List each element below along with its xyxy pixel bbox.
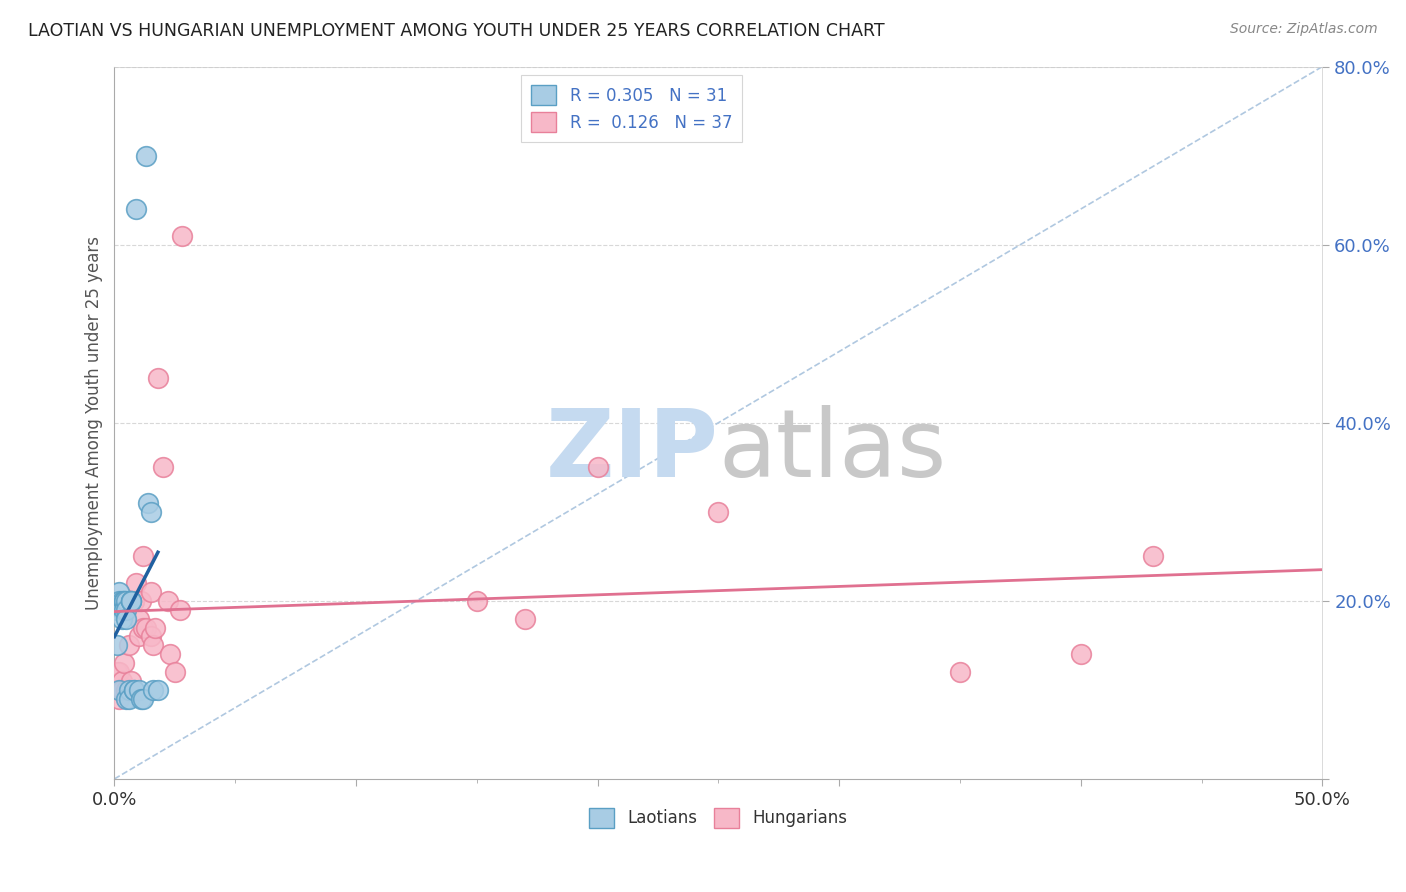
- Point: [169, 603, 191, 617]
- Point: [120, 594, 142, 608]
- Point: [132, 621, 155, 635]
- Point: [707, 505, 730, 519]
- Point: [129, 594, 152, 608]
- Point: [122, 594, 145, 608]
- Point: [122, 682, 145, 697]
- Point: [142, 638, 165, 652]
- Point: [152, 460, 174, 475]
- Text: ZIP: ZIP: [546, 405, 718, 497]
- Point: [112, 656, 135, 670]
- Point: [135, 148, 157, 162]
- Point: [146, 682, 169, 697]
- Point: [125, 202, 148, 216]
- Text: atlas: atlas: [718, 405, 946, 497]
- Y-axis label: Unemployment Among Youth under 25 years: Unemployment Among Youth under 25 years: [86, 235, 103, 610]
- Point: [128, 612, 150, 626]
- Text: LAOTIAN VS HUNGARIAN UNEMPLOYMENT AMONG YOUTH UNDER 25 YEARS CORRELATION CHART: LAOTIAN VS HUNGARIAN UNEMPLOYMENT AMONG …: [28, 22, 884, 40]
- Point: [118, 638, 141, 652]
- Point: [115, 612, 138, 626]
- Point: [139, 505, 162, 519]
- Point: [105, 682, 128, 697]
- Point: [122, 682, 145, 697]
- Point: [111, 673, 134, 688]
- Point: [118, 691, 141, 706]
- Point: [112, 594, 135, 608]
- Point: [586, 460, 609, 475]
- Point: [108, 691, 131, 706]
- Point: [163, 665, 186, 679]
- Point: [170, 228, 193, 243]
- Point: [112, 594, 135, 608]
- Point: [105, 603, 128, 617]
- Point: [132, 549, 155, 564]
- Point: [115, 603, 138, 617]
- Legend: Laotians, Hungarians: Laotians, Hungarians: [582, 801, 855, 835]
- Point: [135, 621, 157, 635]
- Point: [513, 612, 536, 626]
- Point: [139, 585, 162, 599]
- Point: [129, 691, 152, 706]
- Point: [120, 594, 142, 608]
- Point: [465, 594, 488, 608]
- Point: [111, 612, 134, 626]
- Point: [156, 594, 179, 608]
- Point: [145, 621, 167, 635]
- Point: [108, 594, 131, 608]
- Point: [108, 682, 131, 697]
- Point: [108, 585, 131, 599]
- Text: Source: ZipAtlas.com: Source: ZipAtlas.com: [1230, 22, 1378, 37]
- Point: [105, 665, 128, 679]
- Point: [128, 682, 150, 697]
- Point: [159, 647, 181, 661]
- Point: [120, 673, 142, 688]
- Point: [118, 682, 141, 697]
- Point: [115, 682, 138, 697]
- Point: [120, 594, 142, 608]
- Point: [1070, 647, 1092, 661]
- Point: [115, 691, 138, 706]
- Point: [111, 603, 134, 617]
- Point: [136, 496, 159, 510]
- Point: [105, 638, 128, 652]
- Point: [1142, 549, 1164, 564]
- Point: [115, 594, 138, 608]
- Point: [125, 576, 148, 591]
- Point: [132, 691, 155, 706]
- Point: [146, 371, 169, 385]
- Point: [111, 682, 134, 697]
- Point: [108, 665, 131, 679]
- Point: [949, 665, 972, 679]
- Point: [122, 594, 145, 608]
- Point: [112, 603, 135, 617]
- Point: [128, 630, 150, 644]
- Point: [139, 630, 162, 644]
- Point: [111, 594, 134, 608]
- Point: [142, 682, 165, 697]
